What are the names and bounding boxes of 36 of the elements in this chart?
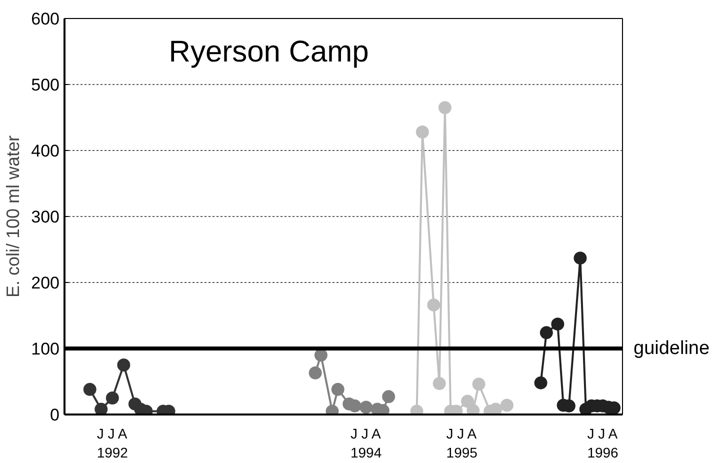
x-tick-label: J J A 1996 — [587, 426, 619, 461]
y-tick-label: 300 — [31, 208, 60, 226]
point — [106, 392, 119, 404]
x-tick-label: J J A 1992 — [96, 426, 128, 461]
y-tick-label: 100 — [31, 340, 60, 358]
point — [534, 376, 548, 390]
y-axis-title: E. coli/ 100 ml water — [3, 135, 24, 298]
point — [427, 298, 440, 312]
point — [331, 382, 344, 396]
point — [472, 378, 486, 391]
point — [540, 326, 553, 340]
point — [94, 402, 108, 414]
ref-line-label: guideline — [634, 338, 710, 359]
point — [348, 399, 362, 412]
point — [83, 382, 96, 396]
point — [416, 126, 429, 139]
point — [500, 398, 514, 412]
y-tick-label: 500 — [31, 76, 60, 94]
y-tick-label: 200 — [31, 274, 60, 292]
text: Ryerson Camp — [168, 36, 369, 68]
point — [438, 101, 452, 114]
point — [117, 358, 130, 372]
point — [314, 348, 328, 362]
y-tick-label: 400 — [31, 142, 60, 160]
point — [489, 402, 502, 414]
point — [382, 390, 396, 404]
point — [461, 394, 474, 408]
x-tick-label: J J A 1994 — [350, 426, 382, 461]
point — [308, 366, 322, 380]
x-tick-label: J J A 1995 — [446, 426, 478, 461]
y-tick-label: 0 — [50, 406, 60, 424]
y-tick-label: 600 — [31, 10, 60, 28]
point — [574, 252, 587, 265]
point — [432, 376, 446, 390]
point — [360, 400, 373, 414]
point — [551, 318, 564, 331]
